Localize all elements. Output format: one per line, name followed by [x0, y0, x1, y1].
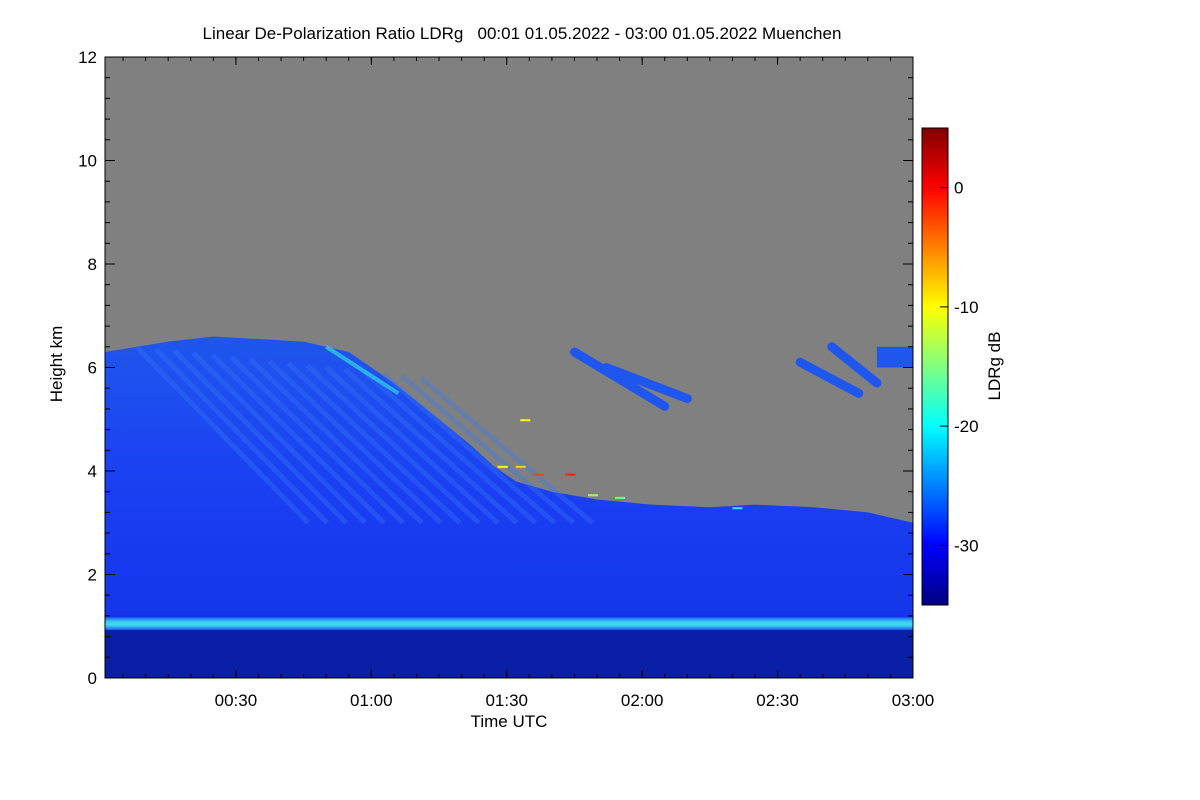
high-ldr-pixels: [497, 419, 743, 510]
cloud-field: [105, 336, 913, 678]
fall-streak: [229, 355, 405, 525]
x-tick-label: 02:30: [756, 691, 799, 710]
x-tick-label: 01:00: [350, 691, 393, 710]
high-ldr-pixel: [520, 419, 531, 422]
colorbar-tick-label: 0: [954, 179, 963, 198]
plot-area: [105, 57, 913, 678]
x-axis-label: Time UTC: [471, 712, 548, 731]
colorbar-label: LDRg dB: [985, 332, 1004, 401]
fall-streak: [248, 357, 424, 525]
y-tick-label: 8: [88, 255, 97, 274]
colorbar-tick-label: -20: [954, 417, 979, 436]
colorbar-ticks: 0 -10 -20 -30: [940, 179, 979, 555]
fall-streak: [267, 359, 443, 525]
fall-streak: [362, 369, 538, 525]
fall-streak: [419, 375, 595, 525]
high-ldr-pixel: [615, 496, 626, 499]
x-tick-label: 02:00: [621, 691, 664, 710]
high-ldr-pixel: [515, 465, 526, 468]
y-tick-label: 10: [78, 152, 97, 171]
fall-streak: [305, 363, 481, 525]
fall-streak: [400, 373, 576, 525]
x-tick-label: 00:30: [215, 691, 258, 710]
high-ldr-pixel: [533, 473, 544, 476]
y-tick-label: 2: [88, 566, 97, 585]
upper-cloud-patch: [795, 357, 864, 398]
fall-streak: [172, 349, 348, 525]
y-axis-label: Height km: [47, 326, 66, 403]
lower-layer: [105, 623, 913, 678]
x-tick-label: 01:30: [485, 691, 528, 710]
fall-streak: [286, 361, 462, 525]
y-tick-label: 0: [88, 669, 97, 688]
fall-streak: [134, 345, 310, 525]
y-tick-label: 12: [78, 48, 97, 67]
x-axis: 00:30 01:00 01:30 02:00 02:30 03:00: [122, 57, 935, 710]
high-ldr-streak: [325, 345, 400, 396]
high-ldr-pixel: [497, 465, 508, 468]
y-axis: 0 2 4 6 8 10 12: [78, 48, 913, 688]
y-tick-label: 6: [88, 359, 97, 378]
upper-cloud-patch: [876, 346, 913, 368]
fall-streak: [210, 353, 386, 525]
cloud-streaks: [134, 345, 595, 525]
high-ldr-pixel: [732, 507, 743, 510]
chart-title: Linear De-Polarization Ratio LDRg 00:01 …: [203, 24, 842, 43]
fall-streak: [343, 367, 519, 525]
x-tick-label: 03:00: [892, 691, 935, 710]
colorbar-tick-label: -30: [954, 536, 979, 555]
cloud-patches: [569, 342, 913, 411]
y-tick-label: 4: [88, 462, 97, 481]
high-ldr-pixel: [565, 473, 576, 476]
fall-streak: [153, 347, 329, 525]
colorbar: [921, 127, 949, 606]
upper-cloud-patch: [827, 342, 882, 388]
high-ldr-pixel: [587, 494, 598, 497]
fall-streak: [191, 351, 367, 525]
melting-layer-band: [105, 617, 913, 630]
fall-streak: [324, 365, 500, 525]
upper-cloud-patch: [601, 363, 692, 404]
colorbar-tick-label: -10: [954, 298, 979, 317]
fall-streak: [381, 371, 557, 525]
upper-cloud-patch: [569, 347, 670, 411]
